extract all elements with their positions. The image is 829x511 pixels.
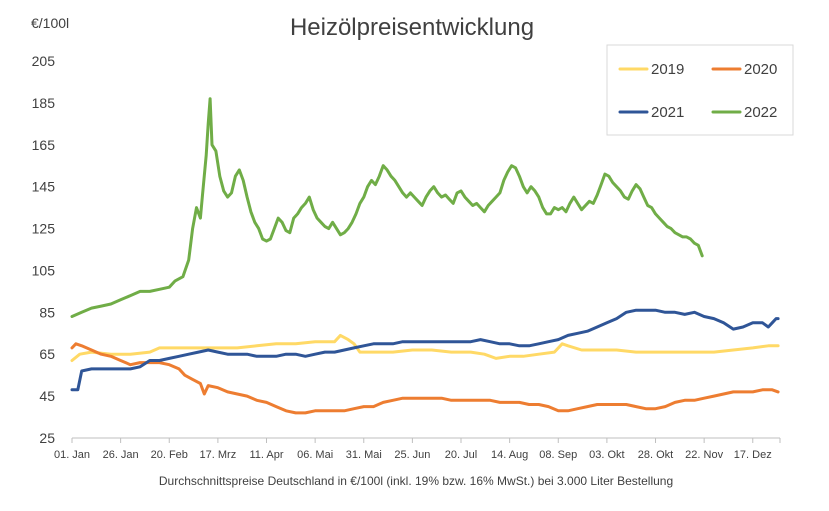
x-tick-label: 26. Jan <box>103 449 139 461</box>
x-tick-label: 22. Nov <box>685 449 723 461</box>
y-axis-unit-label: €/100l <box>31 15 69 31</box>
y-tick-label: 165 <box>32 137 56 153</box>
x-tick-label: 25. Jun <box>394 449 430 461</box>
x-tick-label: 08. Sep <box>539 449 577 461</box>
y-tick-label: 145 <box>32 179 56 195</box>
series-line-2019 <box>70 333 780 362</box>
x-tick-label: 20. Jul <box>445 449 477 461</box>
chart-title: Heizölpreisentwicklung <box>290 14 534 41</box>
legend-label-2019: 2019 <box>651 61 684 78</box>
x-tick-label: 17. Mrz <box>200 449 237 461</box>
x-tick-label: 20. Feb <box>151 449 188 461</box>
x-axis: 01. Jan 26. Jan 20. Feb 17. Mrz 11. Apr 06. M… <box>54 437 781 461</box>
x-tick-label: 06. Mai <box>297 449 333 461</box>
x-tick-label: 31. Mai <box>346 449 382 461</box>
x-tick-label: 03. Okt <box>589 449 624 461</box>
legend-label-2022: 2022 <box>744 104 777 121</box>
x-tick-label: 11. Apr <box>249 449 283 461</box>
x-tick-label: 01. Jan <box>54 449 90 461</box>
y-tick-label: 105 <box>32 262 56 278</box>
legend-items: 2019 2020 2021 2022 <box>618 61 777 121</box>
legend-box <box>606 44 794 136</box>
y-tick-label: 25 <box>39 430 55 446</box>
y-tick-label: 65 <box>39 346 55 362</box>
legend-label-2021: 2021 <box>651 104 684 121</box>
x-tick-label: 28. Okt <box>638 449 673 461</box>
series-line-2022 <box>70 97 704 318</box>
y-tick-label: 205 <box>32 53 56 69</box>
x-tick-label: 14. Aug <box>491 449 528 461</box>
y-tick-label: 85 <box>39 304 55 320</box>
y-tick-label: 125 <box>32 221 56 237</box>
x-tick-label: 17. Dez <box>734 449 772 461</box>
y-tick-label: 45 <box>39 388 55 404</box>
series-line-2020 <box>70 342 780 415</box>
legend: 2019 2020 2021 2022 <box>606 44 794 136</box>
y-axis-ticks: 205 185 165 145 125 105 85 65 45 25 <box>32 53 56 446</box>
series-line-2021 <box>70 308 780 392</box>
y-tick-label: 185 <box>32 95 56 111</box>
legend-label-2020: 2020 <box>744 61 777 78</box>
x-axis-caption: Durchschnittspreise Deutschland in €/100… <box>159 474 673 488</box>
series-lines <box>70 97 780 415</box>
